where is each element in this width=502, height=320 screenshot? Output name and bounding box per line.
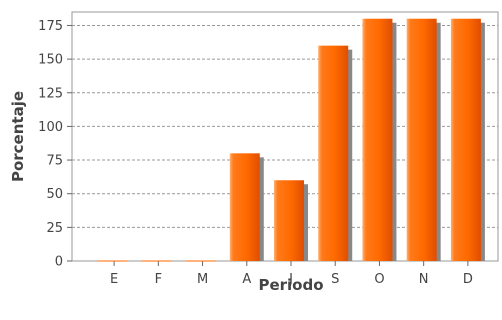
x-tick-label: S — [331, 272, 339, 287]
bar — [450, 18, 481, 261]
x-tick-label: E — [110, 272, 118, 287]
x-tick-label: D — [463, 272, 473, 287]
y-axis-title: Porcentaje — [9, 91, 27, 182]
x-tick-label: F — [155, 272, 162, 287]
y-tick-label: 50 — [46, 187, 63, 202]
x-tick-label: M — [197, 272, 208, 287]
x-tick-label: J — [288, 272, 293, 287]
y-axis: 0 25 50 75 100 125 150 175 — [38, 19, 72, 270]
x-tick-label: A — [242, 272, 251, 287]
y-tick-label: 150 — [38, 53, 63, 68]
bar — [318, 45, 349, 261]
y-tick-label: 175 — [38, 19, 63, 34]
bar — [406, 18, 437, 261]
y-tick-label: 25 — [46, 221, 63, 236]
x-tick-label: O — [374, 272, 384, 287]
y-tick-label: 100 — [38, 120, 63, 135]
bar — [229, 153, 260, 261]
x-axis-title: Periodo — [258, 276, 323, 294]
bar — [362, 18, 393, 261]
x-tick-label: N — [419, 272, 429, 287]
bar-series — [97, 18, 485, 262]
grid-lines — [72, 24, 498, 228]
y-tick-label: 0 — [55, 255, 63, 270]
y-tick-label: 125 — [38, 86, 63, 101]
y-tick-label: 75 — [46, 154, 63, 169]
bar — [274, 180, 304, 261]
